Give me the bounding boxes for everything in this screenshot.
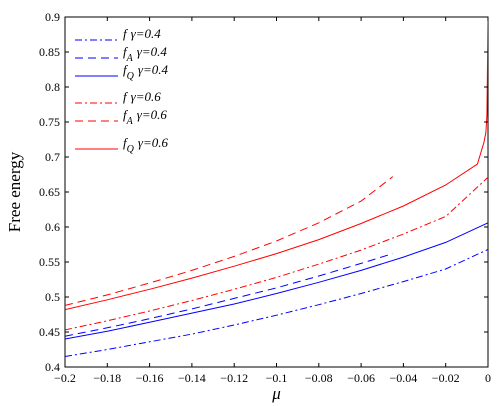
x-axis-label: μ xyxy=(271,384,281,403)
series-line-5 xyxy=(65,176,394,306)
series-line-2 xyxy=(65,253,393,337)
legend-entry-5: fA γ=0.6 xyxy=(123,107,167,127)
series-line-6 xyxy=(65,17,488,311)
y-tick-label: 0.45 xyxy=(39,325,60,339)
y-tick-label: 0.6 xyxy=(45,220,60,234)
x-tick-label: −0.02 xyxy=(432,371,460,385)
x-tick-label: −0.14 xyxy=(178,371,206,385)
legend-entry-6: fQ γ=0.6 xyxy=(123,135,169,155)
legend: f γ=0.4 fA γ=0.4fQ γ=0.4 f γ=0.6 fA γ=0.6 fQ γ=0.6 xyxy=(75,26,169,155)
ticks-layer: −0.2 −0.18 −0.16 −0.14 −0.12 −0.1 −0.08 −0.06 −0… xyxy=(39,10,491,385)
y-tick-label: 0.65 xyxy=(39,185,60,199)
y-tick-label: 0.75 xyxy=(39,115,60,129)
x-tick-label: −0.18 xyxy=(93,371,121,385)
y-tick-label: 0.85 xyxy=(39,45,60,59)
y-tick-label: 0.9 xyxy=(45,10,60,24)
x-tick-label: −0.06 xyxy=(347,371,375,385)
x-tick-label: −0.12 xyxy=(220,371,248,385)
legend-entry-2: fA γ=0.4 xyxy=(123,44,167,64)
x-tick-label: −0.16 xyxy=(136,371,164,385)
y-tick-label: 0.7 xyxy=(45,150,60,164)
y-tick-label: 0.55 xyxy=(39,255,60,269)
y-tick-label: 0.8 xyxy=(45,80,60,94)
x-tick-label: 0 xyxy=(485,371,491,385)
series-layer xyxy=(65,17,488,357)
x-tick-label: −0.2 xyxy=(54,371,76,385)
x-tick-label: −0.1 xyxy=(266,371,288,385)
plot-area xyxy=(64,16,489,368)
y-axis-label: Free energy xyxy=(5,151,24,232)
y-tick-label: 0.4 xyxy=(45,360,60,374)
y-tick-label: 0.5 xyxy=(45,290,60,304)
x-tick-label: −0.04 xyxy=(390,371,418,385)
series-line-3 xyxy=(65,222,488,340)
legend-entry-1: f γ=0.4 xyxy=(123,26,161,41)
series-line-1 xyxy=(65,248,488,357)
x-tick-label: −0.08 xyxy=(305,371,333,385)
legend-entry-3: fQ γ=0.4 xyxy=(123,62,169,82)
legend-entry-4: f γ=0.6 xyxy=(123,89,161,104)
